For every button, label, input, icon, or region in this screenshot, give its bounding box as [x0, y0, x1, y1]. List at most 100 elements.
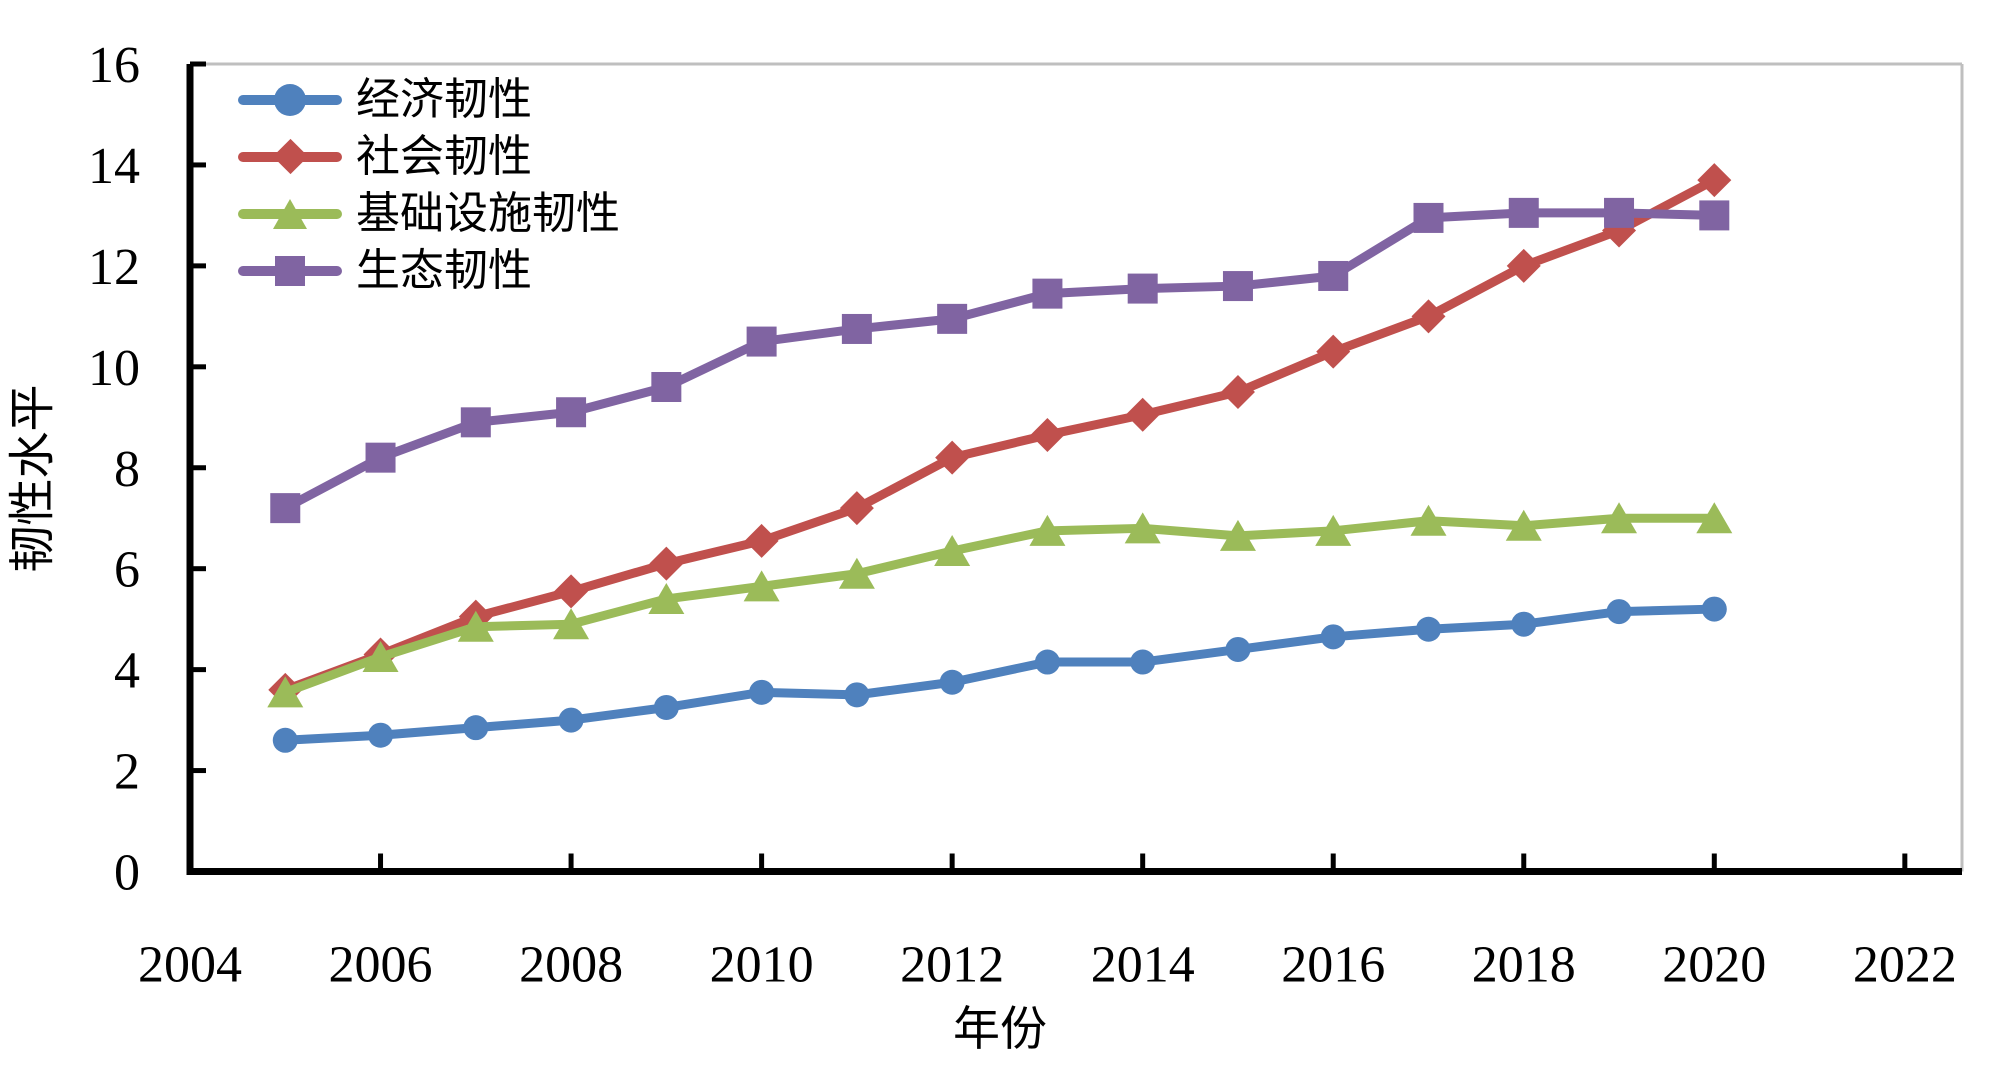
square-marker-icon: [238, 251, 342, 291]
data-point-square: [365, 442, 396, 473]
data-point-triangle: [457, 610, 494, 642]
legend-label: 社会韧性: [356, 131, 532, 181]
data-point-circle: [1606, 599, 1632, 625]
x-tick-label: 2010: [710, 937, 814, 994]
data-point-square: [1604, 197, 1635, 228]
x-tick-label: 2008: [519, 937, 623, 994]
data-point-triangle: [743, 570, 780, 602]
x-tick-label: 2016: [1281, 937, 1385, 994]
data-point-triangle: [934, 535, 971, 567]
data-point-square: [1318, 260, 1349, 291]
data-point-circle: [272, 727, 298, 753]
data-point-circle: [653, 694, 679, 720]
data-point-square: [556, 397, 587, 428]
x-tick-label: 2022: [1853, 937, 1957, 994]
circle-marker-icon: [238, 80, 342, 120]
data-point-square: [1699, 200, 1730, 231]
data-point-triangle: [267, 676, 304, 708]
data-point-triangle: [1410, 504, 1447, 536]
legend-item-infrastructure: 基础设施韧性: [238, 185, 620, 242]
data-point-triangle: [553, 608, 590, 640]
data-point-square: [746, 326, 777, 357]
y-tick-label: 14: [88, 138, 140, 195]
data-point-diamond: [649, 546, 684, 581]
x-tick-label: 2006: [329, 937, 433, 994]
diamond-marker-icon: [238, 137, 342, 177]
y-tick-label: 0: [114, 845, 140, 902]
y-tick-label: 2: [114, 744, 140, 801]
data-point-diamond: [744, 523, 779, 558]
data-point-triangle: [1315, 514, 1352, 546]
data-point-triangle: [1029, 514, 1066, 546]
data-point-circle: [1130, 649, 1156, 675]
data-point-square: [1508, 197, 1539, 228]
data-point-diamond: [1125, 397, 1160, 432]
y-tick-label: 6: [114, 542, 140, 599]
data-point-diamond: [1030, 417, 1065, 452]
data-point-square: [1222, 271, 1253, 302]
data-point-diamond: [1411, 299, 1446, 334]
series-line-2: [280, 513, 1719, 697]
data-point-square: [651, 372, 682, 402]
y-tick-label: 8: [114, 441, 140, 498]
legend: 经济韧性 社会韧性 基础设施韧性 生态韧性: [238, 71, 620, 299]
data-point-circle: [558, 707, 584, 733]
y-tick-label: 16: [88, 37, 140, 94]
data-point-circle: [939, 669, 965, 695]
data-point-diamond: [1506, 248, 1541, 283]
data-point-circle: [844, 682, 870, 708]
data-point-triangle: [1219, 519, 1256, 551]
data-point-triangle: [1505, 509, 1542, 541]
series-line-1: [280, 175, 1719, 695]
data-point-circle: [749, 679, 775, 705]
data-point-square: [460, 407, 491, 438]
legend-label: 基础设施韧性: [356, 188, 620, 238]
data-point-square: [270, 493, 301, 524]
data-point-circle: [1034, 649, 1060, 675]
data-point-triangle: [1124, 512, 1161, 544]
data-point-square: [841, 313, 872, 344]
data-point-circle: [463, 715, 489, 741]
legend-label: 经济韧性: [356, 74, 532, 124]
data-point-diamond: [554, 574, 589, 609]
data-point-diamond: [1697, 163, 1732, 198]
data-point-circle: [1701, 596, 1727, 622]
series-line-3: [280, 208, 1719, 513]
data-point-circle: [1511, 611, 1537, 637]
legend-label: 生态韧性: [356, 245, 532, 295]
x-tick-label: 2012: [900, 937, 1004, 994]
y-tick-label: 10: [88, 340, 140, 397]
legend-item-social: 社会韧性: [238, 128, 620, 185]
data-point-square: [1032, 278, 1063, 309]
legend-item-ecological: 生态韧性: [238, 242, 620, 299]
y-tick-label: 12: [88, 239, 140, 296]
data-point-square: [937, 303, 968, 334]
data-point-square: [1413, 202, 1444, 233]
data-point-triangle: [648, 582, 685, 614]
data-point-diamond: [1220, 375, 1255, 410]
series-line-0: [280, 604, 1719, 745]
data-point-square: [1127, 273, 1158, 304]
data-point-circle: [1415, 616, 1441, 642]
data-point-triangle: [1601, 502, 1638, 534]
data-point-circle: [1225, 636, 1251, 662]
triangle-marker-icon: [238, 194, 342, 234]
y-tick-label: 4: [114, 643, 140, 700]
data-point-diamond: [1316, 334, 1351, 369]
data-point-triangle: [362, 641, 399, 673]
data-point-diamond: [935, 440, 970, 475]
data-point-circle: [1320, 624, 1346, 650]
data-point-triangle: [838, 557, 875, 589]
x-tick-label: 2020: [1662, 937, 1766, 994]
data-point-circle: [368, 722, 394, 748]
y-axis-title: 韧性水平: [7, 384, 60, 573]
x-tick-label: 2018: [1472, 937, 1576, 994]
x-tick-label: 2004: [138, 937, 242, 994]
legend-item-economic: 经济韧性: [238, 71, 620, 128]
data-point-diamond: [839, 491, 874, 526]
x-axis-title: 年份: [953, 1004, 1047, 1056]
data-point-triangle: [1696, 502, 1733, 534]
x-tick-label: 2014: [1091, 937, 1195, 994]
